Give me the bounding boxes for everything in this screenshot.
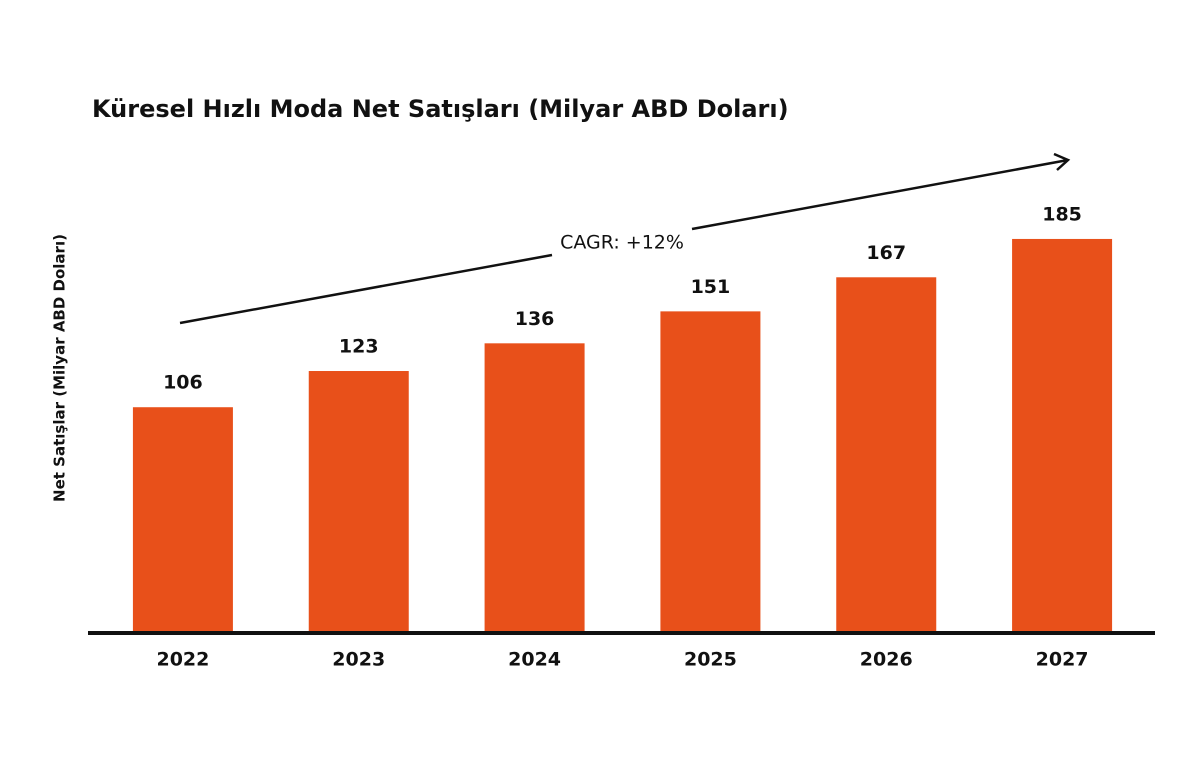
data-label: 167: [866, 242, 906, 264]
trend-arrow: [179, 253, 553, 325]
annotation: CAGR: +12%: [560, 232, 684, 254]
bar: [1012, 238, 1113, 633]
bar: [484, 343, 585, 633]
chart-title: Küresel Hızlı Moda Net Satışları (Milyar…: [92, 95, 789, 123]
data-label: 151: [691, 276, 731, 298]
x-tick-label: 2023: [332, 649, 385, 671]
x-tick-label: 2022: [156, 649, 209, 671]
trend-arrow: [691, 158, 1069, 231]
bar: [836, 277, 937, 633]
data-label: 136: [515, 308, 555, 330]
data-label: 185: [1042, 203, 1082, 225]
bar: [660, 311, 761, 633]
x-tick-label: 2027: [1036, 649, 1089, 671]
x-tick-label: 2024: [508, 649, 561, 671]
bar: [308, 371, 409, 633]
arrow-head: [1053, 152, 1071, 171]
y-axis-label: Net Satışlar (Milyar ABD Doları): [51, 234, 69, 502]
bar: [132, 407, 233, 633]
x-tick-label: 2025: [684, 649, 737, 671]
data-label: 123: [339, 336, 379, 358]
x-tick-label: 2026: [860, 649, 913, 671]
data-label: 106: [163, 372, 203, 394]
